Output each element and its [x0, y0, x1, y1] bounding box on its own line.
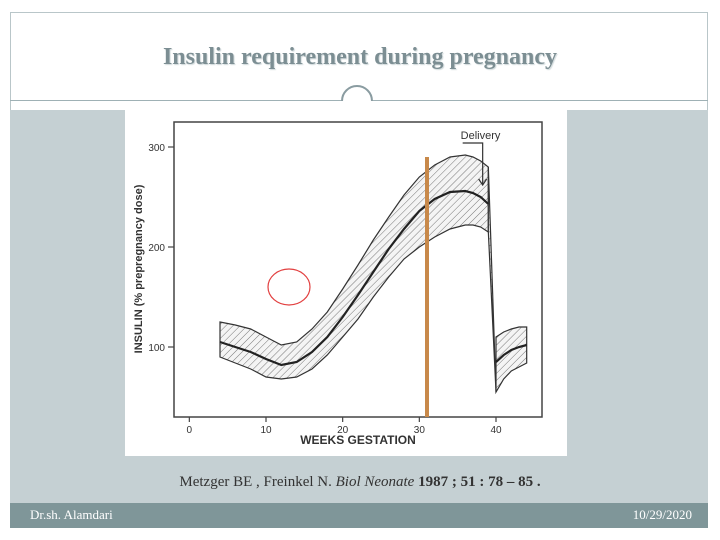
citation-journal: Biol Neonate — [335, 474, 415, 490]
delivery-annotation: Delivery — [461, 130, 501, 142]
x-axis-label: WEEKS GESTATION — [300, 433, 416, 447]
delivery-drop-band — [487, 166, 497, 393]
y-tick-label-100: 100 — [148, 343, 165, 354]
pregnancy-mean-line — [219, 189, 490, 367]
footer-date: 10/29/2020 — [632, 507, 692, 522]
x-tick-label-30: 30 — [414, 425, 426, 436]
footer-bar: Dr.sh. Alamdari 10/29/2020 — [10, 503, 708, 528]
x-tick-label-40: 40 — [490, 425, 502, 436]
footer-author: Dr.sh. Alamdari — [30, 507, 113, 522]
postpartum-band — [495, 326, 528, 395]
citation: Metzger BE , Freinkel N. Biol Neonate 19… — [0, 474, 720, 491]
delivery-arrow — [462, 142, 488, 187]
x-tick-label-10: 10 — [260, 425, 272, 436]
y-tick-label-200: 200 — [148, 243, 165, 254]
x-tick-label-20: 20 — [337, 425, 349, 436]
y-axis-label: INSULIN (% prepregnancy dose) — [133, 184, 145, 353]
red-circle-marker — [267, 268, 311, 306]
x-tick-label-0: 0 — [187, 425, 193, 436]
postpartum-mean-line — [495, 343, 527, 363]
insulin-chart: 100 200 300 0 10 20 30 40 WEEKS GESTATION INSU… — [125, 101, 567, 456]
y-tick-label-300: 300 — [148, 143, 165, 154]
citation-year-volume: 1987 ; 51 : 78 – 85 . — [418, 474, 541, 490]
chart-svg: 100 200 300 0 10 20 30 40 WEEKS GESTATION INSU… — [133, 121, 543, 447]
slide-title: Insulin requirement during pregnancy — [162, 44, 558, 70]
citation-authors: Metzger BE , Freinkel N. — [179, 474, 332, 490]
